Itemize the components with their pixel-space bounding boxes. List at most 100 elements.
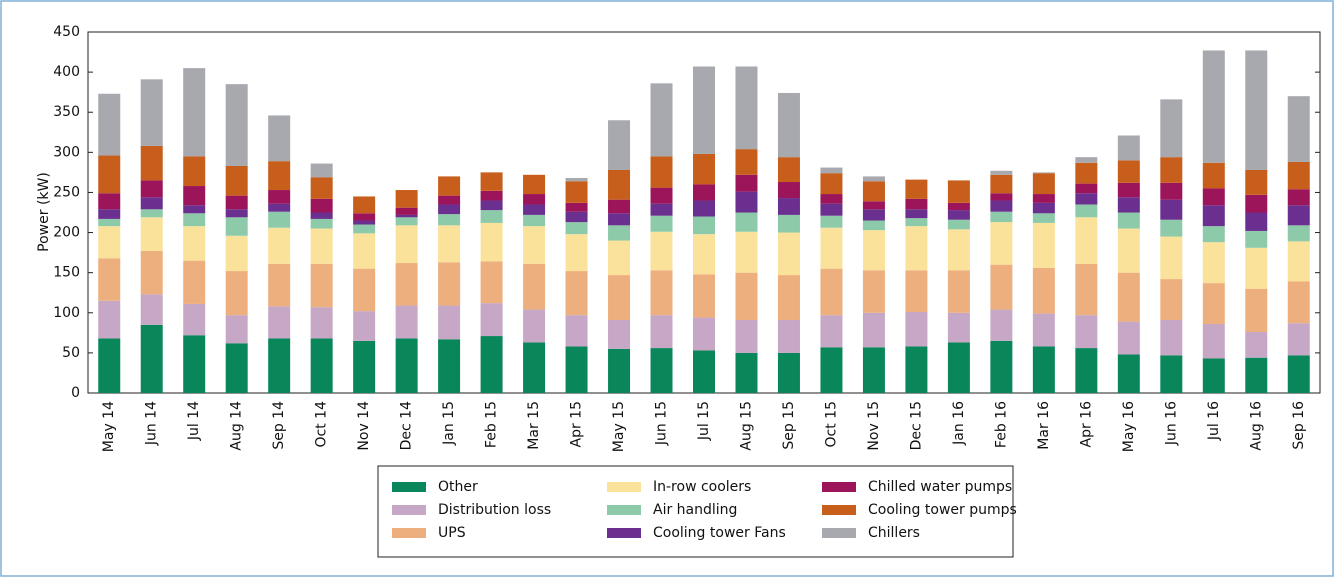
bar-segment bbox=[268, 190, 291, 204]
x-tick-label: Dec 15 bbox=[908, 401, 924, 450]
bar-segment bbox=[98, 338, 121, 393]
bar-segment bbox=[1160, 279, 1183, 320]
bar-segment bbox=[395, 305, 418, 339]
bar-segment bbox=[1160, 157, 1183, 183]
bar-segment bbox=[310, 307, 333, 339]
bar-segment bbox=[225, 271, 248, 316]
bar-segment bbox=[862, 220, 885, 231]
x-tick-label: Sep 15 bbox=[781, 401, 797, 450]
bar-segment bbox=[98, 226, 121, 259]
bar-segment bbox=[777, 182, 800, 199]
bar-segment bbox=[1287, 355, 1310, 393]
y-tick-label: 150 bbox=[53, 265, 80, 281]
bar-segment bbox=[98, 209, 121, 219]
x-tick-label: Jul 16 bbox=[1206, 401, 1222, 441]
bar-segment bbox=[650, 315, 673, 349]
bar-segment bbox=[1117, 160, 1140, 183]
bar-segment bbox=[1202, 242, 1225, 284]
bar-segment bbox=[565, 315, 588, 347]
y-tick-label: 350 bbox=[53, 104, 80, 120]
bar-segment bbox=[268, 227, 291, 264]
bar-segment bbox=[225, 217, 248, 236]
y-tick-label: 450 bbox=[53, 24, 80, 40]
bar-segment bbox=[862, 181, 885, 202]
bar-segment bbox=[1032, 222, 1055, 268]
legend-swatch bbox=[392, 528, 426, 538]
bar-segment bbox=[735, 319, 758, 353]
bar-segment bbox=[862, 270, 885, 313]
bar-segment bbox=[1117, 197, 1140, 213]
bar-segment bbox=[395, 338, 418, 393]
bar-segment bbox=[735, 66, 758, 150]
bar-segment bbox=[905, 226, 928, 271]
bar-segment bbox=[990, 170, 1013, 175]
legend-swatch bbox=[822, 505, 856, 515]
bar-segment bbox=[438, 214, 461, 226]
y-tick-label: 50 bbox=[62, 345, 80, 361]
bar-segment bbox=[1160, 99, 1183, 158]
bar-segment bbox=[820, 203, 843, 216]
bar-segment bbox=[183, 335, 206, 393]
bar-segment bbox=[735, 231, 758, 273]
bar-segment bbox=[990, 174, 1013, 194]
legend-swatch bbox=[607, 528, 641, 538]
bar-segment bbox=[395, 207, 418, 215]
x-tick-label: May 14 bbox=[101, 401, 117, 452]
y-tick-label: 400 bbox=[53, 64, 80, 80]
legend-label: Cooling tower Fans bbox=[653, 525, 786, 541]
bar-segment bbox=[777, 275, 800, 320]
bar-segment bbox=[1287, 323, 1310, 356]
bar-segment bbox=[693, 274, 715, 318]
bar-segment bbox=[905, 179, 928, 199]
x-tick-label: Mar 16 bbox=[1036, 401, 1052, 450]
bar-segment bbox=[608, 319, 631, 349]
bar-segment bbox=[1160, 319, 1183, 356]
bar-segment bbox=[905, 209, 928, 219]
bar-segment bbox=[990, 211, 1013, 223]
bar-segment bbox=[947, 180, 970, 203]
bar-segment bbox=[1032, 172, 1055, 174]
x-tick-label: Jul 14 bbox=[186, 401, 202, 441]
bar-segment bbox=[268, 203, 291, 212]
bar-segment bbox=[1032, 173, 1055, 195]
bar-segment bbox=[353, 213, 376, 221]
bar-segment bbox=[98, 155, 121, 194]
x-tick-label: May 15 bbox=[611, 401, 627, 452]
bar-segment bbox=[1117, 354, 1140, 393]
y-tick-label: 0 bbox=[71, 385, 80, 401]
bar-segment bbox=[268, 211, 291, 228]
bar-segment bbox=[1287, 205, 1310, 226]
bar-segment bbox=[438, 305, 461, 340]
bar-segment bbox=[480, 190, 503, 201]
bar-segment bbox=[947, 229, 970, 271]
bar-segment bbox=[225, 343, 248, 393]
y-tick-label: 200 bbox=[53, 225, 80, 241]
bar-segment bbox=[395, 214, 418, 218]
bar-segment bbox=[650, 203, 673, 216]
bar-segment bbox=[735, 352, 758, 393]
bar-segment bbox=[353, 196, 376, 214]
bar-segment bbox=[735, 149, 758, 175]
bar-segment bbox=[268, 161, 291, 191]
bar-segment bbox=[140, 79, 163, 146]
x-tick-label: Oct 14 bbox=[314, 401, 330, 448]
bar-segment bbox=[310, 263, 333, 308]
y-tick-label: 100 bbox=[53, 305, 80, 321]
bar-segment bbox=[395, 217, 418, 226]
bar-segment bbox=[777, 232, 800, 276]
bar-segment bbox=[905, 270, 928, 312]
bar-segment bbox=[862, 312, 885, 348]
bar-segment bbox=[1032, 194, 1055, 203]
x-tick-label: Feb 15 bbox=[484, 401, 500, 448]
bar-segment bbox=[1032, 346, 1055, 393]
bar-segment bbox=[98, 193, 121, 210]
bar-segment bbox=[98, 218, 121, 227]
bar-segment bbox=[140, 197, 163, 210]
bar-segment bbox=[777, 352, 800, 393]
bar-segment bbox=[1032, 313, 1055, 347]
bar-segment bbox=[777, 214, 800, 233]
bar-segment bbox=[862, 347, 885, 393]
bar-segment bbox=[395, 225, 418, 264]
x-tick-label: May 16 bbox=[1121, 401, 1137, 452]
